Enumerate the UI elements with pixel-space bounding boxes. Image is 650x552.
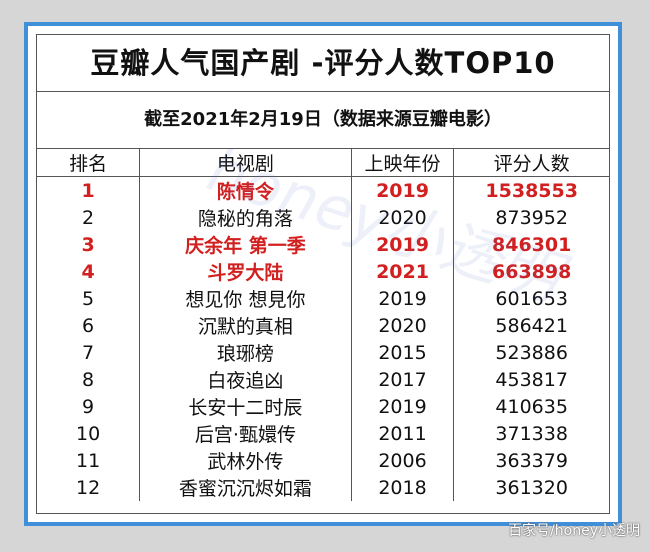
cell-year: 2019 [351,231,455,258]
table-row: 9 长安十二时辰 2019 410635 [37,393,609,420]
cell-rank: 12 [37,474,141,501]
cell-year: 2011 [351,420,455,447]
cell-rank: 3 [37,231,141,258]
cell-drama: 武林外传 [139,447,352,474]
table-row: 4 斗罗大陆 2021 663898 [37,258,609,285]
cell-drama: 想见你 想見你 [139,285,352,312]
table-row: 3 庆余年 第一季 2019 846301 [37,231,609,258]
cell-rank: 8 [37,366,141,393]
table-row: 12 香蜜沉沉烬如霜 2018 361320 [37,474,609,501]
header-drama: 电视剧 [139,149,352,177]
table-title: 豆瓣人气国产剧 -评分人数TOP10 [37,35,609,92]
cell-drama: 香蜜沉沉烬如霜 [139,474,352,501]
cell-drama: 斗罗大陆 [139,258,352,285]
source-credit: 百家号/honey小透明 [508,523,640,539]
header-rank: 排名 [37,149,141,177]
cell-year: 2019 [351,393,455,420]
cell-rank: 10 [37,420,141,447]
table-subtitle: 截至2021年2月19日（数据来源豆瓣电影） [37,92,609,149]
cell-year: 2021 [351,258,455,285]
cell-drama: 后宫·甄嬛传 [139,420,352,447]
cell-count: 371338 [495,422,568,445]
cell-count: 523886 [495,341,568,364]
header-count: 评分人数 [453,149,609,177]
cell-rank: 9 [37,393,141,420]
cell-drama: 庆余年 第一季 [139,231,352,258]
table-row: 10 后宫·甄嬛传 2011 371338 [37,420,609,447]
cell-drama: 隐秘的角落 [139,204,352,231]
cell-drama: 沉默的真相 [139,312,352,339]
cell-year: 2015 [351,339,455,366]
table-row: 6 沉默的真相 2020 586421 [37,312,609,339]
cell-count: 361320 [495,476,568,499]
cell-count: 363379 [495,449,568,472]
cell-year: 2018 [351,474,455,501]
cell-count: 601653 [495,287,568,310]
cell-year: 2019 [351,285,455,312]
cell-count: 846301 [492,233,572,256]
table-row: 5 想见你 想見你 2019 601653 [37,285,609,312]
cell-count: 873952 [495,206,568,229]
table-row: 11 武林外传 2006 363379 [37,447,609,474]
cell-year: 2020 [351,204,455,231]
cell-count: 586421 [495,314,568,337]
cell-rank: 2 [37,204,141,231]
table-row: 7 琅琊榜 2015 523886 [37,339,609,366]
cell-rank: 1 [37,176,141,204]
cell-count: 410635 [495,395,568,418]
table-container: 豆瓣人气国产剧 -评分人数TOP10 截至2021年2月19日（数据来源豆瓣电影… [36,34,610,514]
cell-rank: 5 [37,285,141,312]
cell-rank: 11 [37,447,141,474]
table-frame: 豆瓣人气国产剧 -评分人数TOP10 截至2021年2月19日（数据来源豆瓣电影… [24,22,622,526]
cell-count: 1538553 [485,179,578,202]
cell-year: 2020 [351,312,455,339]
ranking-table: 排名 电视剧 上映年份 评分人数 1 陈情令 2019 1538553 2 隐秘的角落 20… [37,149,609,501]
cell-count: 453817 [495,368,568,391]
header-year: 上映年份 [351,149,455,177]
cell-count: 663898 [492,260,572,283]
cell-drama: 白夜追凶 [139,366,352,393]
cell-year: 2006 [351,447,455,474]
table-row: 1 陈情令 2019 1538553 [37,176,609,204]
header-row: 排名 电视剧 上映年份 评分人数 [37,149,609,177]
cell-rank: 6 [37,312,141,339]
cell-year: 2019 [351,176,455,204]
table-row: 8 白夜追凶 2017 453817 [37,366,609,393]
cell-rank: 7 [37,339,141,366]
cell-drama: 陈情令 [139,176,352,204]
cell-drama: 琅琊榜 [139,339,352,366]
cell-rank: 4 [37,258,141,285]
cell-drama: 长安十二时辰 [139,393,352,420]
table-row: 2 隐秘的角落 2020 873952 [37,204,609,231]
cell-year: 2017 [351,366,455,393]
